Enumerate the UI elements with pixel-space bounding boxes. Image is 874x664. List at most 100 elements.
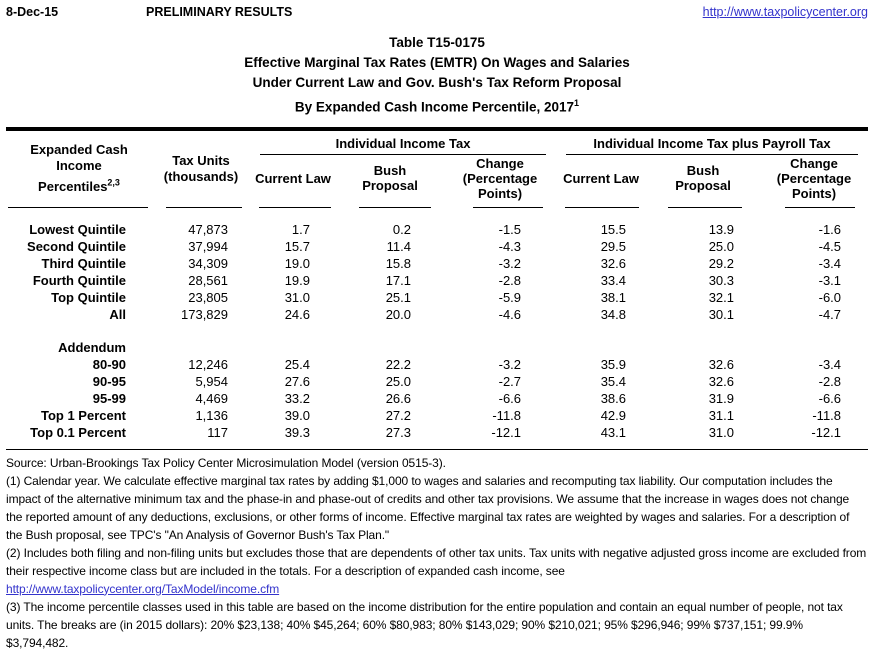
table-row: Top 1 Percent 1,136 39.0 27.2 -11.8 42.9…	[6, 407, 868, 424]
payroll-current-law-value: 42.9	[600, 407, 627, 423]
row-label: Top 0.1 Percent	[30, 424, 126, 440]
table-row: Top 0.1 Percent 117 39.3 27.3 -12.1 43.1…	[6, 424, 868, 441]
header-rule	[785, 206, 856, 208]
payroll-bush-value: 30.3	[708, 272, 735, 288]
payroll-bush-value: 31.9	[708, 390, 735, 406]
table-row: Top Quintile 23,805 31.0 25.1 -5.9 38.1 …	[6, 289, 868, 306]
tax-units-value: 12,246	[188, 356, 228, 372]
tax-units-value: 173,829	[181, 306, 228, 322]
iit-bush-value: 25.0	[385, 373, 411, 389]
iit-change-value: -12.1	[491, 424, 522, 440]
iit-current-law-value: 39.3	[284, 424, 310, 440]
iit-change-value: -1.5	[498, 221, 522, 237]
payroll-change-value: -3.4	[818, 255, 842, 271]
payroll-change-value: -1.6	[818, 221, 842, 237]
iit-change-value: -2.8	[498, 272, 522, 288]
iit-change-value: -4.3	[498, 238, 522, 254]
addendum-label: Addendum	[58, 339, 126, 355]
payroll-current-law-value: 32.6	[600, 255, 627, 271]
footnote-2-link-line: http://www.taxpolicycenter.org/TaxModel/…	[6, 580, 868, 598]
iit-change-value: -5.9	[498, 289, 522, 305]
table-row: Fourth Quintile 28,561 19.9 17.1 -2.8 33…	[6, 272, 868, 289]
row-label: Top Quintile	[51, 289, 126, 305]
column-header-iit-change: Change (Percentage Points)	[462, 155, 538, 201]
row-label: All	[109, 306, 126, 322]
payroll-current-law-value: 43.1	[600, 424, 627, 440]
payroll-change-value: -4.5	[818, 238, 842, 254]
preliminary-results-label: PRELIMINARY RESULTS	[146, 5, 293, 19]
row-label: Second Quintile	[27, 238, 126, 254]
payroll-current-law-value: 33.4	[600, 272, 627, 288]
row-label: Third Quintile	[41, 255, 127, 271]
payroll-current-law-value: 38.1	[600, 289, 627, 305]
income-definition-link[interactable]: http://www.taxpolicycenter.org/TaxModel/…	[6, 581, 280, 596]
report-date: 8-Dec-15	[6, 5, 59, 19]
footnote-1: (1) Calendar year. We calculate effectiv…	[6, 473, 850, 542]
iit-current-law-value: 25.4	[284, 356, 310, 372]
group-header-row: Expanded Cash Income Percentiles2,3 Tax U…	[6, 131, 868, 194]
tax-units-value: 23,805	[188, 289, 228, 305]
iit-bush-value: 26.6	[385, 390, 411, 406]
footnotes: Source: Urban-Brookings Tax Policy Cente…	[6, 454, 868, 652]
iit-current-law-value: 24.6	[284, 306, 310, 322]
topbar: 8-Dec-15 PRELIMINARY RESULTS http://www.…	[6, 5, 868, 19]
spacer-row	[6, 323, 868, 339]
table-row: 95-99 4,469 33.2 26.6 -6.6 38.6 31.9 -6.…	[6, 390, 868, 407]
payroll-change-value: -3.1	[818, 272, 842, 288]
iit-current-law-value: 19.0	[284, 255, 310, 271]
payroll-bush-value: 32.1	[708, 289, 735, 305]
row-label: Fourth Quintile	[32, 272, 126, 288]
iit-current-law-value: 27.6	[284, 373, 310, 389]
iit-bush-value: 27.2	[385, 407, 411, 423]
table-row: Second Quintile 37,994 15.7 11.4 -4.3 29…	[6, 238, 868, 255]
tax-units-value: 4,469	[195, 390, 228, 406]
table-row: Third Quintile 34,309 19.0 15.8 -3.2 32.…	[6, 255, 868, 272]
title-line-3: Under Current Law and Gov. Bush's Tax Re…	[252, 75, 622, 90]
title-block: Table T15-0175 Effective Marginal Tax Ra…	[6, 33, 868, 118]
header-rule	[359, 206, 431, 208]
source-note: Source: Urban-Brookings Tax Policy Cente…	[6, 455, 446, 470]
payroll-bush-value: 30.1	[708, 306, 735, 322]
column-header-percentiles: Expanded Cash Income Percentiles2,3	[30, 142, 128, 194]
iit-current-law-value: 33.2	[284, 390, 310, 406]
iit-bush-value: 11.4	[386, 238, 411, 254]
tax-units-value: 47,873	[188, 221, 228, 237]
iit-current-law-value: 19.9	[284, 272, 310, 288]
payroll-current-law-value: 38.6	[600, 390, 627, 406]
row-label: Lowest Quintile	[29, 221, 126, 237]
iit-change-value: -4.6	[498, 306, 522, 322]
payroll-bush-value: 13.9	[708, 221, 735, 237]
iit-bush-value: 27.3	[385, 424, 411, 440]
header-rule	[668, 206, 743, 208]
iit-bush-value: 22.2	[385, 356, 411, 372]
header-rule	[565, 206, 640, 208]
payroll-change-value: -4.7	[818, 306, 842, 322]
tax-units-value: 5,954	[195, 373, 228, 389]
table-bottom-rule	[6, 448, 868, 450]
payroll-change-value: -6.6	[818, 390, 842, 406]
taxpolicycenter-link[interactable]: http://www.taxpolicycenter.org	[702, 5, 868, 19]
table-row: 80-90 12,246 25.4 22.2 -3.2 35.9 32.6 -3…	[6, 356, 868, 373]
iit-bush-value: 20.0	[385, 306, 411, 322]
header-rule	[166, 206, 242, 208]
payroll-bush-value: 29.2	[708, 255, 735, 271]
payroll-current-law-value: 35.4	[600, 373, 627, 389]
iit-current-law-value: 31.0	[284, 289, 310, 305]
column-header-payroll-bush-proposal: Bush Proposal	[675, 163, 731, 193]
iit-bush-value: 15.8	[385, 255, 411, 271]
payroll-change-value: -6.0	[818, 289, 842, 305]
footnote-2: (2) Includes both filing and non-filing …	[6, 545, 867, 578]
row-label: 80-90	[92, 356, 126, 372]
tax-units-value: 37,994	[188, 238, 228, 254]
row-label: 95-99	[92, 390, 126, 406]
table-row: Addendum	[6, 339, 868, 356]
iit-current-law-value: 15.7	[284, 238, 310, 254]
payroll-change-value: -3.4	[818, 356, 842, 372]
tax-units-value: 34,309	[188, 255, 228, 271]
iit-current-law-value: 1.7	[291, 221, 310, 237]
payroll-change-value: -2.8	[818, 373, 842, 389]
row-label: 90-95	[92, 373, 126, 389]
header-rule	[8, 206, 148, 208]
emtr-table: Expanded Cash Income Percentiles2,3 Tax U…	[6, 131, 868, 441]
